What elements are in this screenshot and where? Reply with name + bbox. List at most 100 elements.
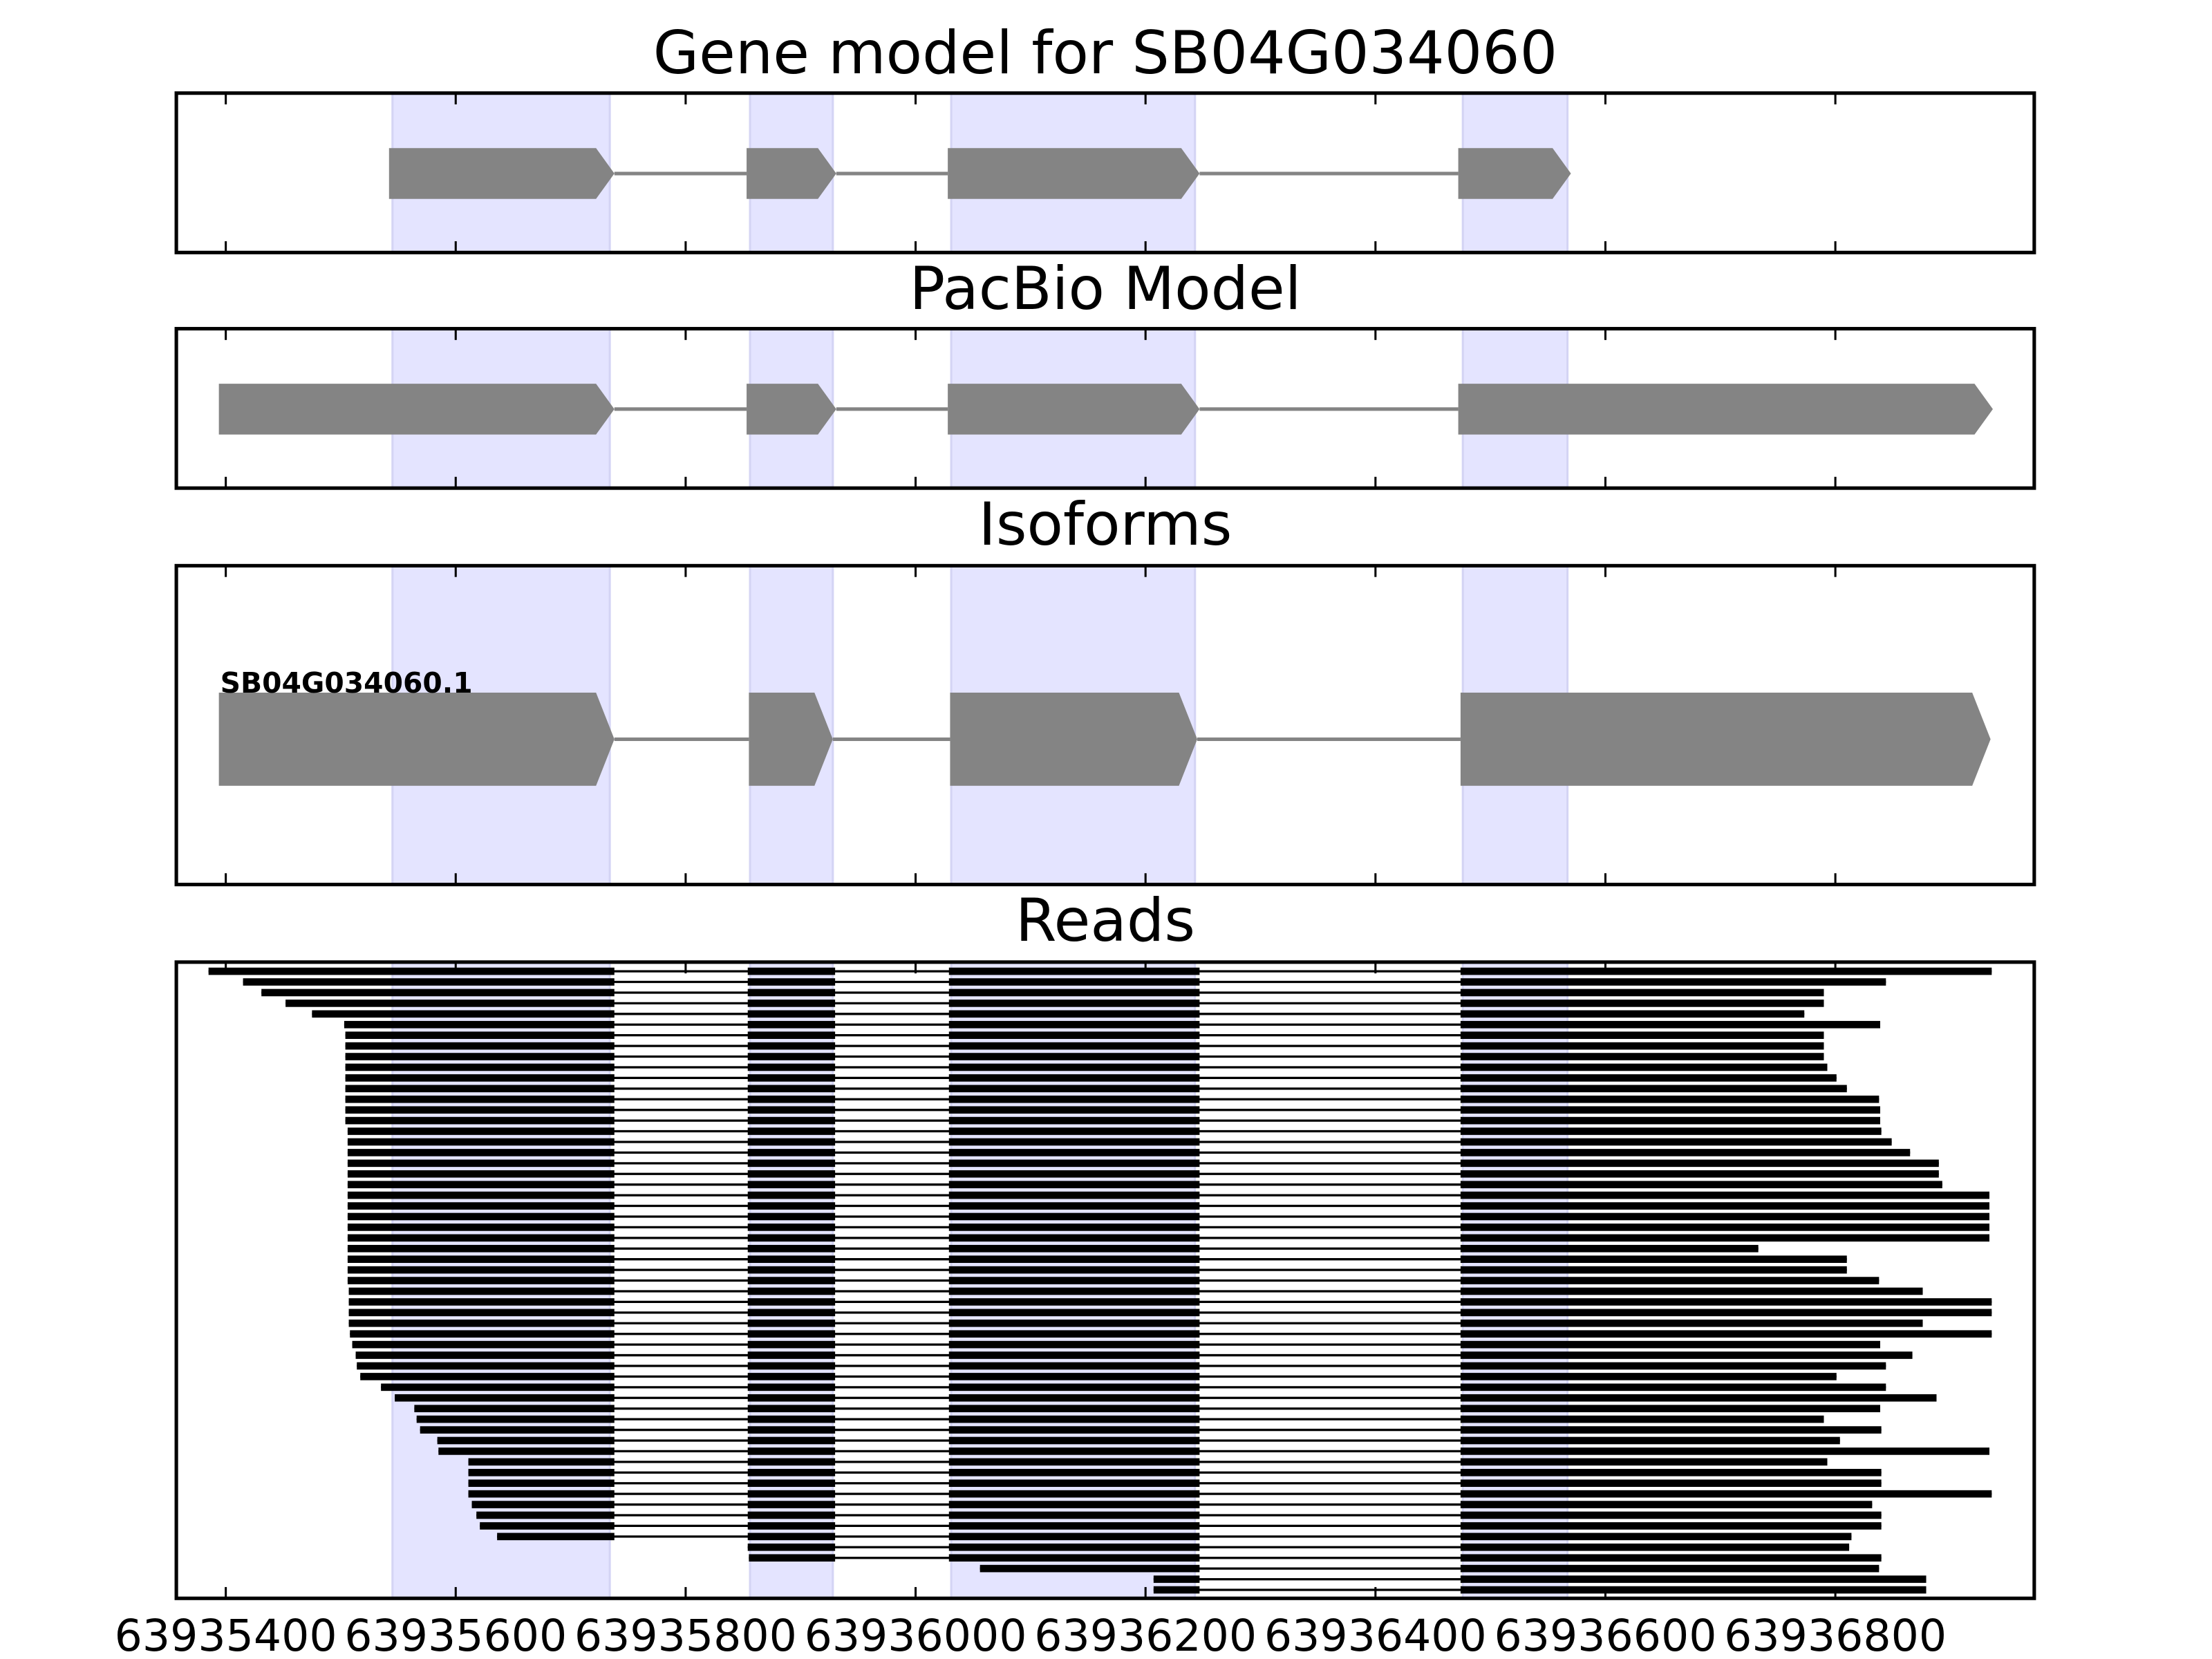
read-block xyxy=(747,1224,836,1231)
read-block xyxy=(747,1405,836,1413)
read-block xyxy=(1460,1586,1927,1594)
read-block xyxy=(747,1255,836,1263)
read-block xyxy=(747,1234,836,1242)
read-block xyxy=(747,1501,836,1508)
x-tick-label: 63936600 xyxy=(1494,1610,1717,1659)
read-block xyxy=(747,1010,836,1018)
read xyxy=(347,1149,1911,1156)
read-block xyxy=(948,1116,1200,1125)
read-block xyxy=(1460,1244,1759,1253)
read-block xyxy=(948,1479,1200,1488)
read-block xyxy=(1460,1212,1989,1221)
read-block xyxy=(1460,1426,1882,1434)
read-block xyxy=(312,1010,615,1018)
read-block xyxy=(948,1266,1200,1274)
read xyxy=(345,1063,1828,1071)
read xyxy=(345,1116,1880,1125)
read-block xyxy=(345,1042,615,1050)
read-block xyxy=(348,1309,615,1317)
read-block xyxy=(948,1298,1200,1306)
read-block xyxy=(345,1063,615,1071)
read-block xyxy=(948,1095,1200,1103)
read-block xyxy=(1460,988,1824,997)
read-block xyxy=(1460,1490,1992,1498)
panel-title: Isoforms xyxy=(979,490,1232,559)
read-block xyxy=(747,1042,836,1050)
read-block xyxy=(948,1309,1200,1317)
read-block xyxy=(1460,1436,1840,1445)
panel-frame xyxy=(174,91,2036,254)
panel-frame xyxy=(174,326,2036,490)
read-block xyxy=(1460,1543,1850,1551)
read xyxy=(414,1405,1880,1413)
read xyxy=(345,1106,1880,1114)
read-block xyxy=(1460,1405,1880,1413)
read-block xyxy=(948,1159,1200,1168)
read-block xyxy=(1460,1340,1880,1349)
read-block xyxy=(1460,1298,1992,1306)
read-block xyxy=(948,1085,1200,1093)
read-block xyxy=(747,1373,836,1380)
read-block xyxy=(285,1000,615,1007)
read xyxy=(345,1042,1824,1050)
read-block xyxy=(355,1351,615,1359)
read xyxy=(347,1277,1880,1284)
read-block xyxy=(948,1255,1200,1263)
read-block xyxy=(420,1426,615,1434)
read-block xyxy=(948,1234,1200,1242)
read-block xyxy=(747,1053,836,1060)
read xyxy=(345,1053,1824,1060)
read xyxy=(348,1309,1992,1317)
read-block xyxy=(948,1149,1200,1156)
read xyxy=(347,1224,1989,1231)
read-block xyxy=(1460,1116,1880,1125)
read-block xyxy=(1460,1277,1880,1284)
read xyxy=(347,1202,1989,1210)
read-block xyxy=(345,1095,615,1103)
read-block xyxy=(948,1244,1200,1253)
read-block xyxy=(1460,1010,1805,1018)
read-block xyxy=(747,1298,836,1306)
read-block xyxy=(747,1394,836,1402)
read-block xyxy=(360,1373,615,1380)
read-block xyxy=(948,1415,1200,1423)
read-block xyxy=(747,1330,836,1338)
read-block xyxy=(347,1277,615,1284)
read-block xyxy=(747,1522,836,1530)
read-block xyxy=(1460,1063,1828,1071)
read-block xyxy=(1460,978,1886,986)
read-block xyxy=(749,1554,836,1562)
read-block xyxy=(948,1031,1200,1039)
read xyxy=(347,1212,1989,1221)
read-block xyxy=(747,1319,836,1327)
read-block xyxy=(747,1031,836,1039)
read-block xyxy=(1460,1127,1882,1135)
read xyxy=(360,1373,1837,1380)
read-block xyxy=(747,1020,836,1029)
read-block xyxy=(948,1127,1200,1135)
read-block xyxy=(948,1191,1200,1199)
read-block xyxy=(948,1511,1200,1519)
read-block xyxy=(948,978,1200,986)
read-block xyxy=(1460,1447,1989,1455)
exon xyxy=(749,693,833,786)
read-block xyxy=(345,1085,615,1093)
read-block xyxy=(948,988,1200,997)
read-block xyxy=(747,1490,836,1498)
read-block xyxy=(347,1159,615,1168)
read-block xyxy=(948,1426,1200,1434)
read-block xyxy=(1460,1266,1847,1274)
read-block xyxy=(1460,1522,1882,1530)
read-block xyxy=(1460,1330,1992,1338)
read-block xyxy=(747,1063,836,1071)
read-block xyxy=(480,1522,615,1530)
panel-frame xyxy=(174,960,2036,1600)
read-block xyxy=(1460,1202,1989,1210)
read-block xyxy=(468,1458,615,1466)
read-block xyxy=(747,1436,836,1445)
exon xyxy=(1460,693,1991,786)
read xyxy=(348,1319,1923,1327)
read-block xyxy=(747,1159,836,1168)
read-block xyxy=(347,1244,615,1253)
x-tick-label: 63936000 xyxy=(805,1610,1027,1659)
